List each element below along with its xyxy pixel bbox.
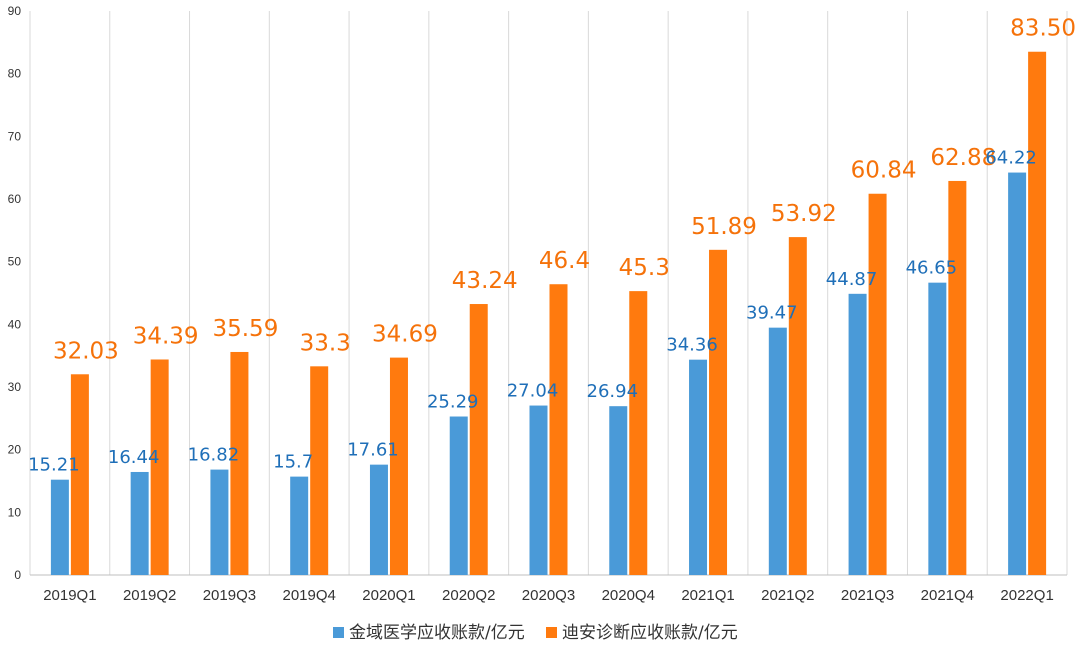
legend: 金域医学应收账款/亿元 迪安诊断应收账款/亿元 <box>333 623 738 643</box>
data-label-series-2: 60.84 <box>851 158 917 184</box>
x-tick-label: 2021Q2 <box>761 587 814 604</box>
gridlines <box>29 11 1068 576</box>
data-label-series-2: 45.3 <box>619 255 670 281</box>
data-label-series-2: 34.39 <box>133 323 199 349</box>
legend-label-series-1: 金域医学应收账款/亿元 <box>349 623 525 643</box>
data-label-series-2: 35.59 <box>212 316 278 342</box>
x-tick-label: 2020Q1 <box>362 587 415 604</box>
y-tick-label: 60 <box>8 192 22 206</box>
x-tick-label: 2019Q2 <box>123 587 176 604</box>
bar-series-2-2020Q1 <box>389 357 408 575</box>
bar-series-1-2020Q1 <box>369 464 388 575</box>
bar-series-1-2019Q2 <box>130 471 149 575</box>
data-label-series-1: 44.87 <box>826 269 878 290</box>
data-label-series-1: 39.47 <box>746 303 798 324</box>
data-label-series-2: 83.50 <box>1010 16 1076 42</box>
y-tick-label: 10 <box>8 505 22 519</box>
x-tick-label: 2019Q4 <box>282 587 335 604</box>
data-label-series-1: 27.04 <box>507 381 559 402</box>
bar-series-2-2022Q1 <box>1028 51 1047 575</box>
data-label-series-1: 16.44 <box>108 447 160 468</box>
bar-series-1-2020Q2 <box>449 416 468 575</box>
data-label-series-2: 43.24 <box>452 268 518 294</box>
bar-series-1-2021Q1 <box>689 359 708 575</box>
data-labels: 15.21 32.03 16.44 34.39 16.82 35.59 15.7 33.3 17… <box>28 16 1076 476</box>
bar-series-2-2019Q4 <box>310 366 329 575</box>
data-label-series-1: 64.22 <box>985 148 1037 169</box>
y-tick-label: 80 <box>8 67 22 81</box>
y-tick-label: 40 <box>8 317 22 331</box>
bar-series-1-2019Q4 <box>290 476 309 575</box>
x-tick-label: 2020Q4 <box>602 587 655 604</box>
data-label-series-1: 15.21 <box>28 455 80 476</box>
bar-series-1-2020Q3 <box>529 405 548 575</box>
bar-series-2-2021Q4 <box>948 180 967 575</box>
x-tick-label: 2020Q2 <box>442 587 495 604</box>
y-tick-label: 30 <box>8 380 22 394</box>
bar-series-2-2021Q2 <box>788 237 807 576</box>
x-axis: 2019Q1 2019Q2 2019Q3 2019Q4 2020Q1 2020Q2 2020… <box>43 587 1054 604</box>
y-tick-label: 90 <box>8 4 22 18</box>
bar-series-2-2020Q4 <box>629 291 648 575</box>
data-label-series-1: 15.7 <box>273 452 313 473</box>
legend-label-series-2: 迪安诊断应收账款/亿元 <box>562 623 738 643</box>
data-label-series-2: 34.69 <box>372 322 438 348</box>
bar-series-2-2020Q3 <box>549 284 568 575</box>
legend-swatch-series-1 <box>333 627 344 638</box>
data-label-series-2: 32.03 <box>53 338 119 364</box>
bars <box>50 51 1047 576</box>
data-label-series-2: 62.88 <box>930 145 996 171</box>
bar-series-2-2021Q3 <box>868 193 887 575</box>
data-label-series-1: 17.61 <box>347 440 399 461</box>
x-tick-label: 2021Q4 <box>921 587 974 604</box>
x-tick-label: 2020Q3 <box>522 587 575 604</box>
bar-series-2-2019Q2 <box>150 359 169 575</box>
x-tick-label: 2021Q3 <box>841 587 894 604</box>
data-label-series-1: 16.82 <box>188 445 240 466</box>
data-label-series-1: 34.36 <box>666 335 718 356</box>
y-tick-label: 70 <box>8 129 22 143</box>
bar-series-1-2019Q3 <box>210 469 229 575</box>
x-tick-label: 2019Q3 <box>203 587 256 604</box>
data-label-series-2: 46.4 <box>539 248 590 274</box>
x-tick-label: 2019Q1 <box>43 587 96 604</box>
bar-series-1-2021Q4 <box>928 282 947 575</box>
bar-series-2-2021Q1 <box>709 249 728 575</box>
bar-series-1-2021Q3 <box>848 293 867 575</box>
bar-series-1-2019Q1 <box>50 479 69 575</box>
data-label-series-1: 26.94 <box>587 381 639 402</box>
bar-series-2-2019Q3 <box>230 351 249 575</box>
bar-series-1-2020Q4 <box>609 406 628 575</box>
data-label-series-1: 25.29 <box>427 392 479 413</box>
data-label-series-1: 46.65 <box>906 258 958 279</box>
bar-series-1-2021Q2 <box>768 327 787 575</box>
data-label-series-2: 51.89 <box>691 214 757 240</box>
x-tick-label: 2022Q1 <box>1000 587 1053 604</box>
y-tick-label: 20 <box>8 443 22 457</box>
y-axis: 0 10 20 30 40 50 60 70 80 90 <box>8 4 22 582</box>
y-tick-label: 0 <box>14 568 21 582</box>
bar-series-2-2019Q1 <box>70 374 89 575</box>
bar-series-2-2020Q2 <box>469 304 488 575</box>
x-tick-label: 2021Q1 <box>681 587 734 604</box>
data-label-series-2: 33.3 <box>300 330 351 356</box>
y-tick-label: 50 <box>8 255 22 269</box>
data-label-series-2: 53.92 <box>771 201 837 227</box>
legend-swatch-series-2 <box>546 627 557 638</box>
bar-series-1-2022Q1 <box>1008 172 1027 575</box>
